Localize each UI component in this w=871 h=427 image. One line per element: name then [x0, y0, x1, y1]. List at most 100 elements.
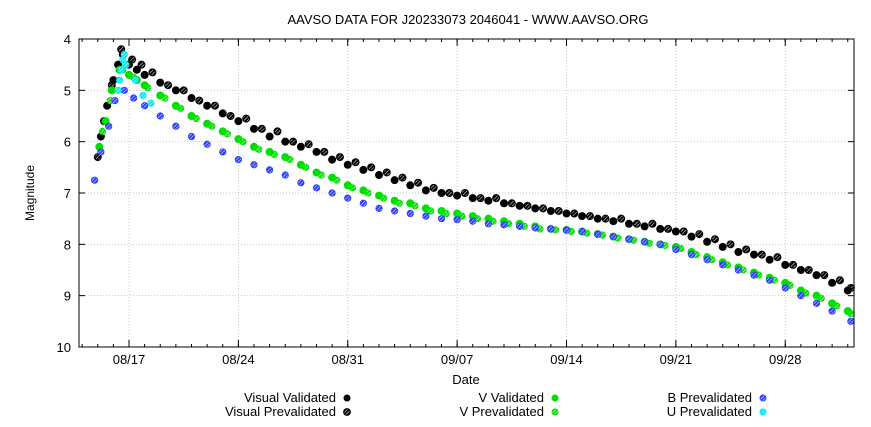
data-point-hatch	[571, 210, 578, 217]
data-point-hatch	[829, 308, 835, 314]
data-point-hatch	[99, 128, 106, 135]
legend-marker-hatch	[552, 409, 558, 415]
data-point	[265, 147, 274, 156]
data-point	[640, 222, 649, 231]
data-point-hatch	[469, 218, 476, 225]
data-point	[468, 212, 477, 221]
data-point-hatch	[165, 82, 171, 88]
data-point	[140, 81, 149, 90]
data-point-hatch	[274, 128, 281, 135]
data-point-hatch	[673, 246, 679, 253]
data-point-hatch	[555, 208, 562, 214]
data-point-hatch	[696, 231, 703, 237]
data-point	[312, 147, 321, 156]
data-point-hatch	[148, 100, 154, 106]
data-point-hatch	[430, 185, 437, 191]
data-point	[281, 153, 290, 162]
data-point-hatch	[798, 292, 804, 299]
y-tick-label: 6	[64, 135, 71, 150]
data-point	[250, 142, 258, 151]
data-point	[406, 181, 415, 190]
data-point-hatch	[141, 102, 148, 109]
data-point	[484, 196, 493, 205]
data-point	[671, 227, 680, 236]
legend-label: Visual Prevalidated	[225, 404, 336, 419]
axes: 4 5 6 7 8 9 10 08/17 08/24 08/31 09/07 09/14 09/21 09…	[57, 32, 854, 367]
data-point-hatch	[112, 97, 118, 104]
y-axis-label: Magnitude	[23, 165, 37, 221]
data-point-hatch	[360, 200, 367, 207]
data-point-hatch	[680, 228, 687, 235]
data-point-hatch	[132, 77, 139, 83]
data-point-hatch	[563, 227, 570, 233]
legend-label: Visual Validated	[244, 390, 336, 405]
data-point-hatch	[477, 195, 484, 201]
data-point	[312, 168, 321, 177]
data-point-hatch	[688, 251, 695, 258]
data-point-hatch	[138, 61, 145, 68]
x-tick-label: 09/28	[769, 352, 802, 367]
data-point-hatch	[344, 195, 351, 201]
data-point	[343, 181, 352, 190]
data-point-hatch	[129, 56, 135, 63]
data-point-hatch	[805, 267, 812, 273]
data-point-hatch	[290, 138, 296, 145]
data-point-hatch	[282, 172, 289, 178]
series-4	[91, 86, 855, 325]
x-tick-label: 08/24	[222, 352, 255, 367]
data-point	[171, 101, 180, 110]
x-tick-label: 08/17	[113, 352, 146, 367]
data-point-hatch	[94, 154, 101, 160]
series-5	[114, 50, 155, 107]
data-point	[421, 204, 430, 213]
data-point-hatch	[579, 228, 585, 235]
data-point-hatch	[516, 223, 523, 230]
data-point-hatch	[657, 241, 664, 248]
data-point-hatch	[384, 169, 390, 176]
data-point-hatch	[259, 126, 265, 132]
data-point	[578, 212, 587, 221]
data-point	[328, 155, 337, 164]
data-point-hatch	[321, 149, 328, 155]
data-point-hatch	[790, 262, 796, 268]
data-points	[91, 45, 855, 325]
data-point-hatch	[774, 254, 781, 260]
legend-marker-hatch	[760, 395, 766, 401]
data-point	[796, 286, 805, 295]
data-point	[812, 271, 821, 280]
data-point-hatch	[140, 92, 146, 99]
y-tick-label: 10	[57, 340, 71, 355]
data-point-hatch	[391, 208, 398, 214]
data-point-hatch	[540, 205, 546, 212]
data-point-hatch	[727, 241, 734, 248]
data-point-hatch	[399, 174, 406, 181]
data-point-hatch	[634, 221, 640, 227]
data-point	[132, 65, 141, 74]
data-point	[843, 307, 852, 316]
data-point	[703, 237, 712, 246]
data-point	[140, 70, 149, 79]
x-tick-label: 09/21	[660, 352, 693, 367]
data-point-hatch	[196, 97, 203, 104]
data-point	[296, 142, 305, 151]
data-point-hatch	[305, 141, 312, 148]
data-point	[453, 191, 462, 200]
x-tick-label: 08/31	[331, 352, 364, 367]
data-point-hatch	[641, 238, 648, 245]
data-point	[265, 132, 274, 141]
data-point-hatch	[751, 272, 757, 278]
data-point-hatch	[704, 256, 710, 263]
data-point	[203, 101, 212, 110]
data-point	[250, 124, 258, 133]
data-point-hatch	[407, 210, 414, 217]
data-point-hatch	[251, 161, 257, 168]
legend-label: U Prevalidated	[667, 404, 752, 419]
data-point	[515, 201, 524, 210]
data-point-hatch	[610, 233, 617, 240]
data-point-hatch	[509, 200, 515, 207]
data-point	[359, 186, 368, 195]
data-point	[687, 232, 696, 241]
data-point	[281, 137, 290, 146]
data-point-hatch	[665, 226, 671, 232]
